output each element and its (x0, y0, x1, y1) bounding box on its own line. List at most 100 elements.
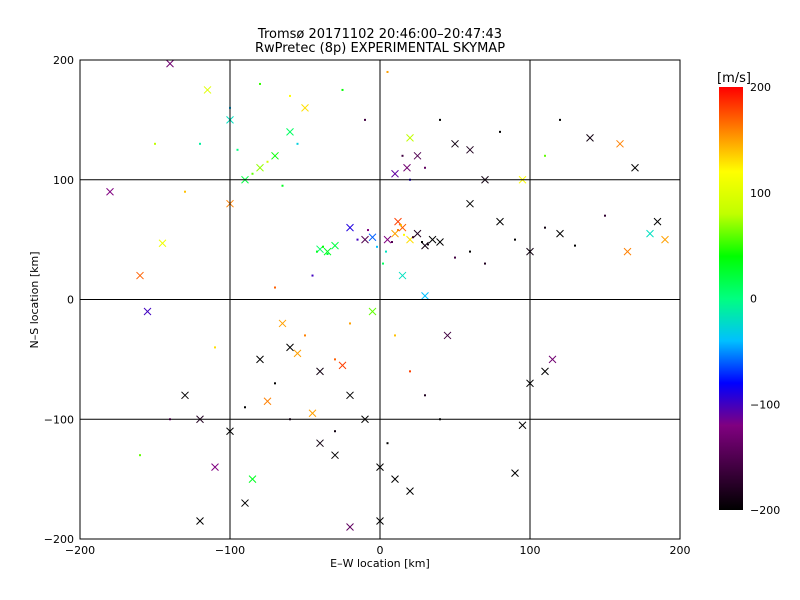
data-point (331, 241, 339, 250)
data-point (544, 226, 546, 229)
x-tick-label: 200 (670, 544, 691, 557)
data-point (386, 70, 389, 73)
colorbar-tick-label: −100 (750, 398, 780, 411)
data-point (304, 334, 306, 337)
data-point (203, 86, 212, 94)
data-point (316, 367, 324, 376)
colorbar-ticks: 200 100 0 −100 −200 (750, 81, 780, 517)
data-point (382, 262, 384, 265)
data-point (139, 454, 141, 457)
data-point (443, 331, 452, 340)
data-point (368, 233, 377, 242)
data-point (196, 517, 204, 525)
y-tick-label: 200 (53, 54, 74, 67)
data-point (400, 224, 402, 227)
data-point (256, 355, 264, 364)
data-point (241, 499, 249, 507)
data-point (251, 172, 254, 175)
data-point (518, 421, 527, 430)
data-point (364, 118, 366, 121)
data-point (514, 238, 516, 241)
data-point (616, 139, 624, 148)
data-point (623, 247, 632, 256)
chart-title: Tromsø 20171102 20:46:00–20:47:43 (257, 27, 502, 42)
data-point (397, 229, 399, 232)
data-point (412, 236, 414, 239)
y-tick-label: 0 (67, 294, 74, 307)
colorbar-tick-label: −200 (750, 504, 780, 517)
data-point (604, 214, 606, 217)
data-point (574, 244, 576, 247)
data-point (653, 217, 662, 226)
plot-frame (79, 59, 681, 540)
data-point (286, 343, 294, 352)
data-point (556, 229, 564, 238)
data-point (289, 94, 291, 97)
data-point (421, 292, 429, 300)
data-point (278, 319, 287, 328)
data-point (259, 82, 261, 85)
data-point (401, 154, 404, 157)
data-point (136, 271, 144, 280)
data-point (326, 252, 329, 255)
data-point (406, 487, 414, 495)
data-point (466, 199, 474, 208)
data-point (376, 245, 378, 248)
x-tick-label: −100 (215, 544, 245, 557)
data-point (421, 241, 423, 244)
data-point (349, 322, 351, 325)
data-point (184, 190, 186, 193)
y-tick-label: −100 (44, 413, 74, 426)
data-point (496, 217, 504, 226)
data-point (106, 187, 114, 196)
colorbar-label: [m/s] (717, 71, 751, 86)
data-point (166, 59, 174, 68)
data-point (316, 250, 318, 253)
data-point (331, 451, 339, 460)
data-point (316, 439, 324, 448)
colorbar-tick-label: 200 (750, 81, 771, 94)
data-point (413, 229, 422, 238)
data-point (338, 361, 347, 370)
data-point (469, 250, 471, 253)
data-point (586, 133, 594, 142)
data-point (274, 286, 276, 289)
data-point (293, 349, 302, 358)
data-point (398, 271, 407, 280)
data-point (394, 217, 402, 226)
data-point (346, 523, 354, 531)
data-point (248, 475, 257, 483)
colorbar-tick-label: 0 (750, 293, 757, 306)
data-point (311, 274, 314, 277)
data-point (403, 163, 411, 172)
chart-subtitle: RwPretec (8p) EXPERIMENTAL SKYMAP (255, 41, 505, 56)
data-point (383, 235, 392, 244)
y-axis-label: N–S location [km] (28, 251, 41, 348)
data-point (484, 262, 486, 265)
data-point (154, 142, 156, 145)
data-point (356, 238, 359, 241)
data-point (346, 391, 354, 400)
data-point (413, 151, 422, 160)
data-point (281, 184, 284, 187)
colorbar (719, 87, 743, 510)
data-point (308, 409, 317, 418)
data-point (436, 238, 444, 246)
data-point (421, 241, 429, 250)
x-tick-label: 0 (377, 544, 384, 557)
data-point (274, 382, 276, 385)
data-point (541, 367, 549, 376)
grid-lines (80, 60, 680, 539)
data-point (323, 247, 332, 256)
data-point (451, 139, 459, 148)
x-axis-label: E–W location [km] (330, 557, 430, 570)
data-point (199, 142, 201, 145)
data-point (428, 235, 437, 244)
data-point (296, 142, 299, 145)
data-point (158, 239, 167, 248)
data-point (368, 307, 377, 316)
data-point (236, 148, 239, 151)
data-point (271, 151, 279, 160)
x-tick-label: 100 (520, 544, 541, 557)
